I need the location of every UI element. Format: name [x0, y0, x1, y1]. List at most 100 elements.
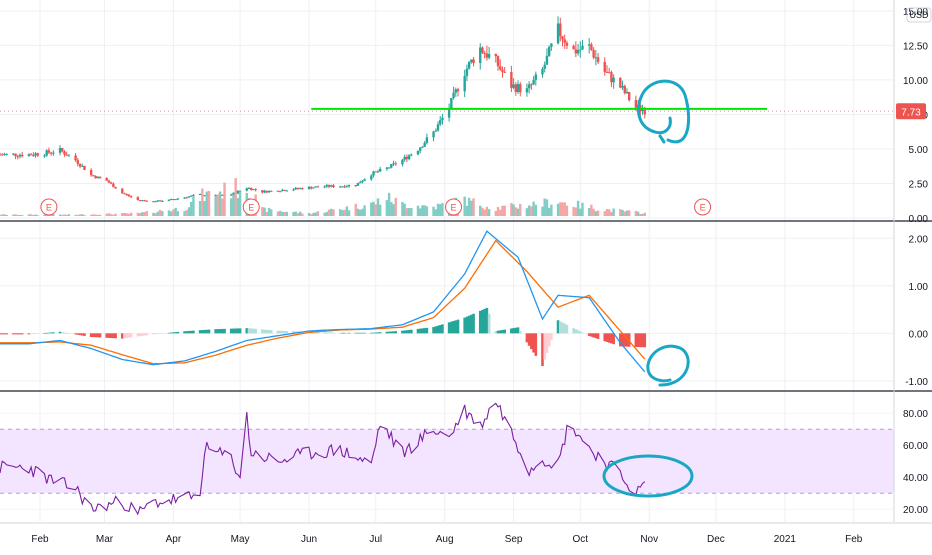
volume-bar: [623, 211, 626, 216]
macd-histogram-bar: [374, 332, 378, 334]
volume-bar: [161, 211, 164, 216]
volume-bar: [316, 211, 320, 216]
macd-histogram-bar: [450, 321, 453, 334]
volume-bar: [232, 194, 235, 216]
volume-bar: [52, 214, 55, 216]
macd-histogram-bar: [467, 315, 471, 334]
macd-histogram-bar: [636, 333, 640, 348]
volume-bar: [49, 215, 53, 216]
candle-body: [330, 185, 333, 187]
macd-histogram-bar: [503, 329, 506, 334]
candle-body: [247, 188, 251, 190]
volume-bar: [14, 214, 17, 216]
macd-histogram-bar: [325, 332, 329, 334]
rsi-tick-label: 60.00: [903, 441, 928, 452]
rsi-pane[interactable]: [0, 402, 894, 516]
macd-histogram-bar: [327, 332, 331, 334]
month-tick-label: Jun: [301, 534, 317, 545]
macd-histogram-bar: [0, 333, 2, 335]
candle-body: [316, 186, 320, 188]
volume-bar: [354, 203, 357, 216]
candle-body: [436, 124, 440, 131]
candle-body: [136, 197, 140, 200]
macd-histogram-bar: [5, 333, 8, 335]
volume-bar: [141, 212, 144, 216]
candle-body: [623, 85, 626, 94]
candle-body: [516, 84, 520, 93]
volume-bar: [234, 178, 237, 216]
candle-body: [238, 190, 242, 192]
candle-body: [109, 182, 113, 184]
volume-bar: [479, 205, 482, 216]
macd-histogram-bar: [607, 333, 611, 343]
candle-body: [127, 194, 131, 197]
volume-bar: [581, 202, 584, 216]
candle-body: [18, 154, 22, 157]
macd-histogram-bar: [314, 331, 318, 334]
volume-bar: [98, 214, 102, 216]
candle-body: [332, 185, 335, 188]
rsi-line: [0, 402, 646, 516]
volume-bar: [114, 213, 117, 216]
volume-bar: [338, 209, 342, 216]
volume-bar: [605, 209, 609, 216]
volume-bar: [485, 206, 489, 216]
candle-body: [527, 84, 531, 89]
candle-body: [503, 71, 506, 73]
candle-body: [183, 197, 186, 199]
candle-body: [576, 50, 580, 54]
macd-histogram-bar: [269, 330, 273, 334]
candle-body: [452, 92, 455, 98]
volume-bar: [78, 214, 82, 216]
macd-histogram-bar: [143, 333, 146, 336]
candle-body: [434, 130, 437, 132]
macd-histogram-bar: [12, 333, 15, 335]
candle-body: [58, 148, 62, 153]
price-pane[interactable]: [0, 16, 646, 216]
macd-histogram-bar: [434, 326, 438, 334]
price-annotation-circle: [637, 79, 691, 144]
macd-histogram-bar: [441, 324, 444, 334]
volume-bar: [214, 196, 217, 216]
volume-bar: [129, 212, 133, 216]
macd-histogram-bar: [247, 328, 251, 334]
candle-body: [167, 199, 171, 201]
volume-bar: [43, 214, 46, 216]
candle-body: [619, 77, 622, 88]
currency-badge: [906, 7, 932, 23]
candle-body: [301, 188, 304, 190]
volume-bar: [121, 212, 124, 216]
candle-body: [439, 120, 442, 125]
volume-bar: [401, 201, 404, 216]
volume-bar: [5, 214, 8, 216]
candle-body: [29, 154, 33, 156]
volume-bar: [0, 214, 2, 216]
candle-body: [525, 88, 529, 93]
candle-body: [343, 186, 346, 188]
macd-histogram-bar: [29, 333, 33, 335]
macd-pane[interactable]: [0, 230, 647, 373]
macd-histogram-bar: [394, 331, 398, 334]
macd-histogram-bar: [590, 333, 593, 337]
volume-bar: [67, 214, 71, 216]
volume-bar: [378, 204, 382, 216]
candle-body: [607, 72, 611, 74]
candle-body: [267, 190, 271, 193]
candle-body: [370, 175, 373, 180]
macd-histogram-bar: [587, 333, 591, 336]
macd-histogram-bar: [574, 329, 578, 334]
volume-bar: [545, 199, 549, 216]
volume-bar: [221, 198, 224, 216]
macd-histogram-bar: [392, 331, 395, 334]
candle-body: [345, 186, 349, 188]
macd-histogram-bar: [78, 333, 82, 336]
volume-bar: [294, 211, 297, 216]
candle-body: [265, 190, 268, 193]
macd-histogram-bar: [140, 333, 144, 336]
candle-body: [483, 52, 486, 54]
volume-bar: [372, 201, 375, 216]
grid-lines: [0, 0, 894, 522]
macd-tick-label: -1.00: [905, 377, 928, 388]
